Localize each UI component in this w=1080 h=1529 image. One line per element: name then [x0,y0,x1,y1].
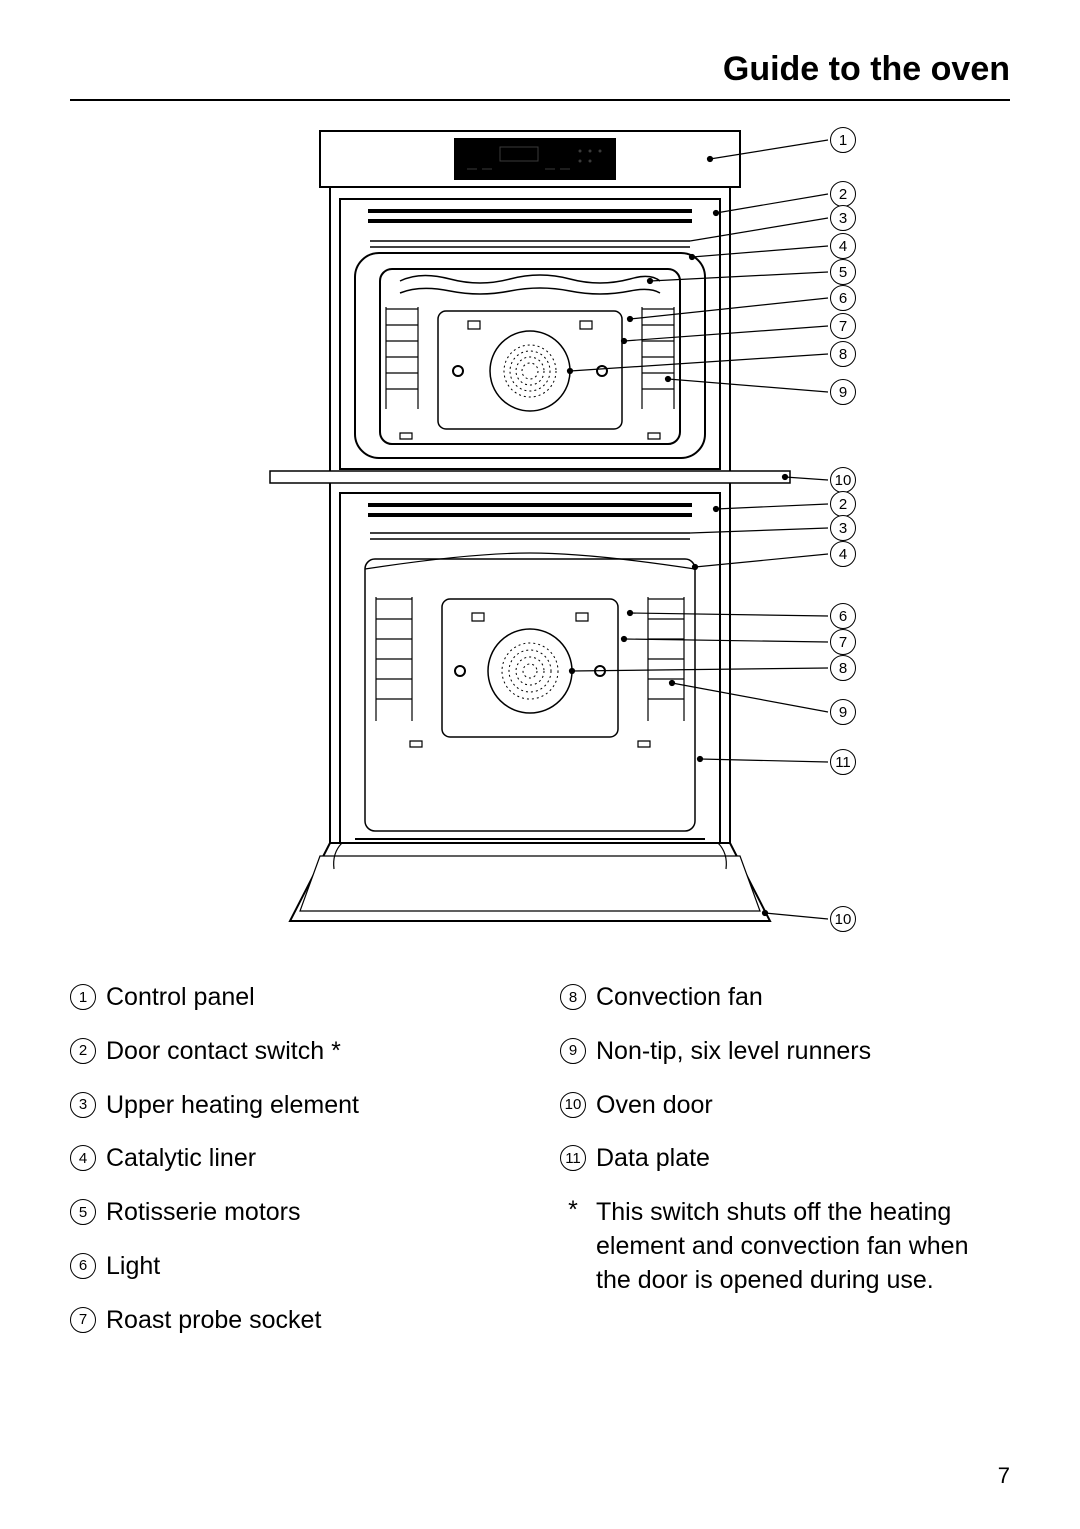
legend-item-5: 5 Rotisserie motors [70,1196,520,1230]
legend-badge: 9 [560,1038,586,1064]
legend-label: Oven door [596,1089,713,1123]
footnote-mark: * [560,1196,586,1225]
legend-label: Catalytic liner [106,1142,256,1176]
legend-badge: 4 [70,1145,96,1171]
callout-9: 9 [830,379,856,405]
legend-item-7: 7 Roast probe socket [70,1304,520,1338]
callout-2: 2 [830,491,856,517]
callout-6: 6 [830,603,856,629]
callout-7: 7 [830,629,856,655]
legend-item-2: 2 Door contact switch * [70,1035,520,1069]
legend-badge: 2 [70,1038,96,1064]
callout-8: 8 [830,655,856,681]
legend-item-1: 1 Control panel [70,981,520,1015]
callout-4: 4 [830,233,856,259]
callout-3: 3 [830,515,856,541]
legend-item-9: 9 Non-tip, six level runners [560,1035,1010,1069]
manual-page: Guide to the oven [0,0,1080,1529]
legend-label: Data plate [596,1142,710,1176]
legend-badge: 11 [560,1145,586,1171]
legend: 1 Control panel 2 Door contact switch * 3 Upp… [70,981,1010,1357]
legend-item-6: 6 Light [70,1250,520,1284]
callout-10: 10 [830,906,856,932]
callout-10: 10 [830,467,856,493]
callout-2: 2 [830,181,856,207]
legend-item-10: 10 Oven door [560,1089,1010,1123]
callout-11: 11 [830,749,856,775]
footnote-text: This switch shuts off the heating elemen… [596,1196,1010,1297]
legend-label: Door contact switch * [106,1035,341,1069]
legend-badge: 3 [70,1092,96,1118]
legend-item-8: 8 Convection fan [560,981,1010,1015]
legend-badge: 5 [70,1199,96,1225]
legend-badge: 7 [70,1307,96,1333]
legend-badge: 8 [560,984,586,1010]
legend-item-3: 3 Upper heating element [70,1089,520,1123]
callout-3: 3 [830,205,856,231]
callout-5: 5 [830,259,856,285]
callout-9: 9 [830,699,856,725]
footnote: * This switch shuts off the heating eleme… [560,1196,1010,1297]
legend-item-4: 4 Catalytic liner [70,1142,520,1176]
legend-label: Non-tip, six level runners [596,1035,871,1069]
legend-badge: 1 [70,984,96,1010]
legend-label: Roast probe socket [106,1304,321,1338]
callout-8: 8 [830,341,856,367]
page-title: Guide to the oven [70,50,1010,101]
legend-badge: 6 [70,1253,96,1279]
callout-4: 4 [830,541,856,567]
legend-label: Control panel [106,981,255,1015]
diagram-container: 1234567891023467891110 [70,121,1010,951]
legend-label: Upper heating element [106,1089,359,1123]
page-number: 7 [998,1463,1010,1489]
legend-label: Convection fan [596,981,763,1015]
legend-label: Rotisserie motors [106,1196,301,1230]
legend-column-right: 8 Convection fan 9 Non-tip, six level runne… [560,981,1010,1357]
callout-6: 6 [830,285,856,311]
legend-item-11: 11 Data plate [560,1142,1010,1176]
callout-1: 1 [830,127,856,153]
oven-diagram: 1234567891023467891110 [220,121,860,951]
legend-column-left: 1 Control panel 2 Door contact switch * 3 Upp… [70,981,520,1357]
callout-7: 7 [830,313,856,339]
legend-badge: 10 [560,1092,586,1118]
legend-label: Light [106,1250,160,1284]
oven-svg [220,121,860,951]
